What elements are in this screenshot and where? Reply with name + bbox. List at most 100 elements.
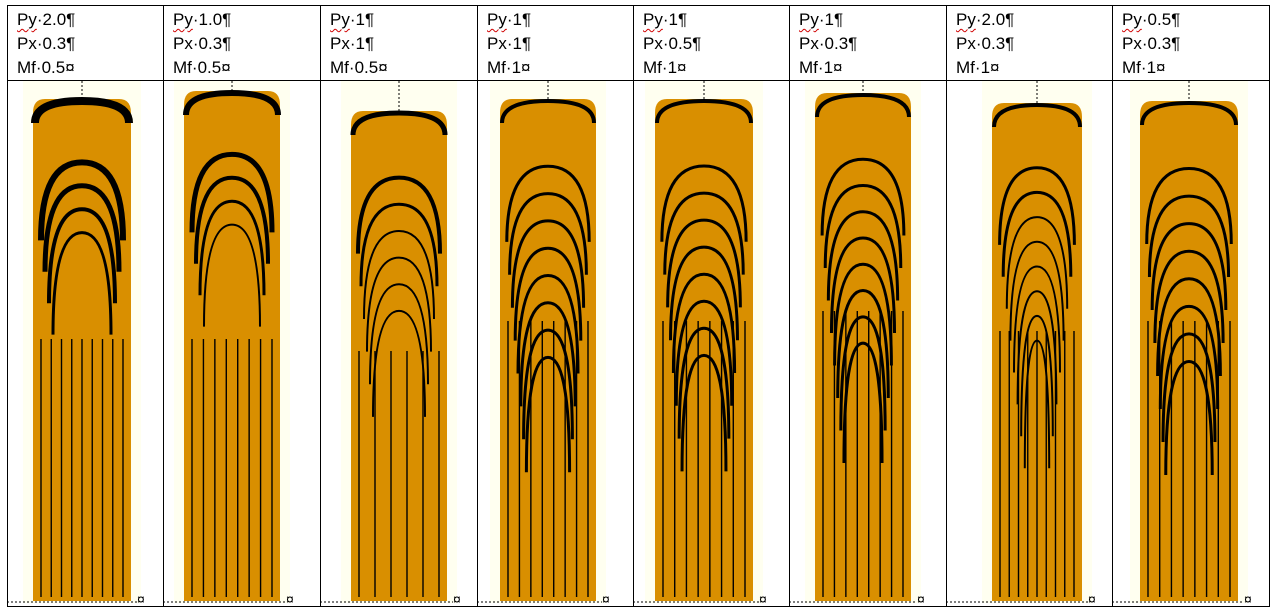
parameter-table: Py·2.0¶ Px·0.3¶ Mf·0.5¤ ¤ Py·1.0¶ Px·0.3¶ Mf·0… [7,5,1270,607]
flow-front-line [680,353,728,472]
parameter-header: Py·2.0¶ Px·0.3¶ Mf·0.5¤ [7,5,163,81]
parameter-header: Py·0.5¶ Px·0.3¶ Mf·1¤ [1112,5,1269,81]
table-top-border [7,5,1270,6]
pilcrow-mark: ¶ [364,34,375,53]
flow-front-line [671,272,737,374]
flow-front-line [47,207,117,304]
flow-front-line [516,273,580,374]
flow-front-line [359,202,439,287]
flow-front-line [1158,304,1220,410]
flow-pattern-figure [320,81,457,603]
mf-label: Mf [330,58,349,77]
mf-label: Mf [173,58,192,77]
material-body [1140,101,1238,601]
pilcrow-mark: ¶ [1171,10,1181,29]
flow-front-line [42,183,122,272]
simulation-image: ¤ [1112,81,1269,607]
px-label: Px [330,34,350,53]
pilcrow-mark: ¶ [1171,34,1181,53]
py-line: Py·1¶ [799,8,946,32]
flow-front-line [194,175,270,264]
px-line: Px·0.3¶ [1122,32,1269,56]
pilcrow-mark: ¶ [222,10,232,29]
mf-value: 1 [980,58,991,77]
flow-front-line [524,355,572,473]
flow-front-line [198,199,266,296]
flow-front-line [669,245,739,341]
px-line: Px·1¶ [330,32,477,56]
flow-front-line [677,326,731,439]
flow-front-line [31,96,133,124]
end-of-cell-mark: ¤ [453,591,461,607]
py-label: Py [487,10,507,29]
flow-pattern-figure [633,81,763,603]
parameter-header: Py·1¶ Px·1¶ Mf·1¤ [477,5,633,81]
space-mark: · [662,34,669,53]
mf-value: 1 [511,58,522,77]
flow-front-line [1005,216,1069,309]
py-label: Py [330,10,350,29]
mf-line: Mf·1¤ [956,56,1112,80]
px-label: Px [1122,34,1142,53]
flow-pattern-figure [789,81,921,603]
flow-front-line [505,164,591,242]
flow-front-line [1161,332,1217,443]
flow-front-line [1016,290,1058,405]
cell-border [633,5,634,607]
space-mark: · [662,10,669,29]
space-mark: · [661,58,668,77]
px-value: 1 [512,34,522,53]
px-value: 0.3 [824,34,849,53]
flow-front-line [1147,194,1231,278]
flow-front-line [663,191,745,275]
flow-front-line [826,210,900,301]
table-bottom-border [7,606,1270,607]
flow-front-line [823,184,903,269]
mf-line: Mf·0.5¤ [173,56,320,80]
py-value: 1 [824,10,834,29]
material-body [351,111,447,601]
mf-line: Mf·1¤ [487,56,633,80]
end-of-cell-mark: ¤ [990,58,1000,77]
flow-front-line [655,98,753,124]
simulation-image: ¤ [163,81,320,607]
parameter-header: Py·1¶ Px·0.3¶ Mf·1¤ [789,5,946,81]
mf-label: Mf [799,58,818,77]
px-label: Px [173,34,193,53]
pilcrow-mark: ¶ [364,10,375,29]
space-mark: · [1141,34,1148,53]
px-line: Px·0.3¶ [173,32,320,56]
flow-front-line [1013,265,1061,373]
simulation-image: ¤ [946,81,1112,607]
cell-border [163,5,164,607]
py-line: Py·0.5¶ [1122,8,1269,32]
cell-border [1112,5,1113,607]
flow-pattern-figure [163,81,290,603]
flow-pattern-figure [946,81,1092,603]
mf-line: Mf·0.5¤ [330,56,477,80]
end-of-cell-mark: ¤ [1088,591,1096,607]
space-mark: · [1140,58,1147,77]
py-label: Py [1122,10,1142,29]
flow-front-line [829,236,897,334]
parameter-header: Py·1¶ Px·1¶ Mf·0.5¤ [320,5,477,81]
flow-front-line [203,223,261,327]
space-mark: · [818,10,825,29]
pilcrow-mark: ¶ [833,10,844,29]
end-of-cell-mark: ¤ [1244,591,1252,607]
px-label: Px [956,34,976,53]
space-mark: · [348,58,355,77]
py-line: Py·2.0¶ [956,8,1112,32]
py-line: Py·1¶ [330,8,477,32]
flow-front-line [363,229,435,319]
simulation-image: ¤ [789,81,946,607]
mf-value: 1 [823,58,834,77]
simulation-image: ¤ [633,81,789,607]
pilcrow-mark: ¶ [692,34,702,53]
table-cell: Py·1¶ Px·0.5¶ Mf·1¤ ¤ [633,5,789,607]
flow-front-line [51,231,113,335]
material-body [184,91,280,601]
cell-border [320,5,321,607]
py-value: 1 [355,10,365,29]
mf-line: Mf·0.5¤ [17,56,163,80]
